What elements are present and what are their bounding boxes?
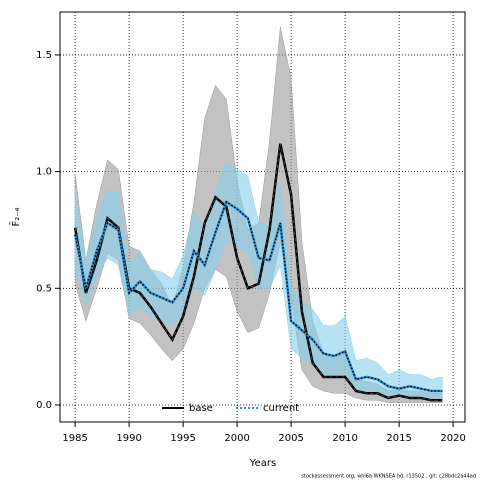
legend-label: base [189,403,213,414]
footer: stockassessment.org, whi6a WKNSEA hd, r1… [301,474,476,480]
legend-label: current [263,403,299,414]
x-tick-label: 2010 [332,433,357,444]
y-tick-label: 1.0 [36,167,52,178]
x-tick-label: 2000 [224,433,249,444]
series-line-dash [74,143,443,401]
y-axis-label: F̄₂₋₄ [9,207,22,226]
x-tick-label: 1995 [170,433,195,444]
y-tick-label: 0.0 [36,400,52,411]
x-axis-label: Years [249,458,276,469]
x-tick-label: 2005 [278,433,303,444]
y-tick-label: 1.5 [36,50,52,61]
y-tick-label: 0.5 [36,283,52,294]
x-tick-label: 2015 [386,433,411,444]
plot-frame [59,11,466,423]
confidence-band [74,26,443,403]
x-tick-label: 1990 [116,433,141,444]
series-line-dots [74,200,443,392]
x-tick-label: 1985 [62,433,87,444]
x-tick-label: 2020 [440,433,465,444]
